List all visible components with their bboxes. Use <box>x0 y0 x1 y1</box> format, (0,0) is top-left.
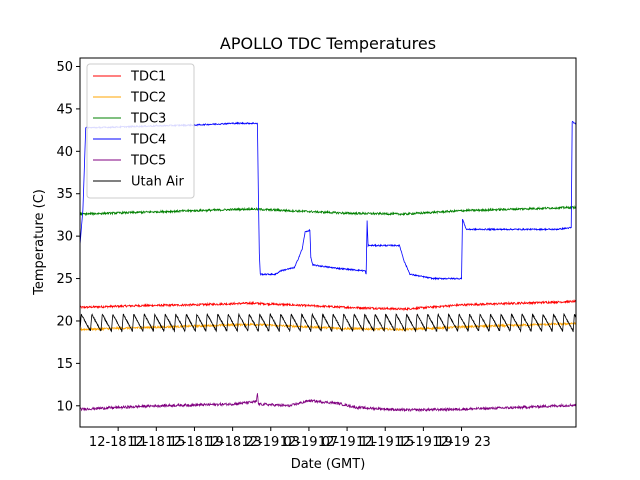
series-line-tdc5 <box>79 393 577 413</box>
y-tick-label: 45 <box>56 102 73 117</box>
legend-label-tdc5: TDC5 <box>130 154 166 169</box>
chart-title: APOLLO TDC Temperatures <box>220 34 436 53</box>
x-tick-label: 12-18 19 <box>165 435 223 450</box>
x-axis-label: Date (GMT) <box>291 457 366 472</box>
x-tick-label: 12-19 11 <box>318 435 376 450</box>
y-tick-label: 50 <box>56 60 73 75</box>
x-tick-label: 12-18 15 <box>127 435 185 450</box>
legend-label-tdc2: TDC2 <box>130 91 166 106</box>
x-tick-label: 12-19 15 <box>356 435 414 450</box>
series-line-tdc2 <box>79 322 577 332</box>
y-axis-label: Temperature (C) <box>32 189 47 296</box>
legend-label-tdc4: TDC4 <box>130 133 166 148</box>
y-tick-label: 15 <box>56 357 73 372</box>
y-tick-label: 25 <box>56 272 73 287</box>
x-tick-label: 12-19 23 <box>432 435 490 450</box>
legend-label-tdc1: TDC1 <box>130 70 166 85</box>
x-tick-label: 12-19 03 <box>242 435 300 450</box>
y-tick-label: 10 <box>56 399 73 414</box>
y-tick-label: 40 <box>56 145 73 160</box>
legend-label-utah-air: Utah Air <box>131 175 184 190</box>
y-tick-label: 35 <box>56 187 73 202</box>
legend-label-tdc3: TDC3 <box>130 112 166 127</box>
x-tick-label: 12-19 07 <box>280 435 338 450</box>
series-line-tdc1 <box>79 298 577 312</box>
series-line-tdc3 <box>79 205 577 217</box>
x-tick-label: 12-18 23 <box>203 435 261 450</box>
x-tick-label: 12-18 11 <box>89 435 147 450</box>
x-tick-label: 12-19 19 <box>394 435 452 450</box>
plot-frame <box>79 57 577 428</box>
series-line-utah-air <box>79 312 577 333</box>
y-tick-label: 20 <box>56 314 73 329</box>
y-tick-label: 30 <box>56 230 73 245</box>
legend: TDC1 TDC2 TDC3 TDC4 TDC5 Utah Air <box>86 63 195 199</box>
